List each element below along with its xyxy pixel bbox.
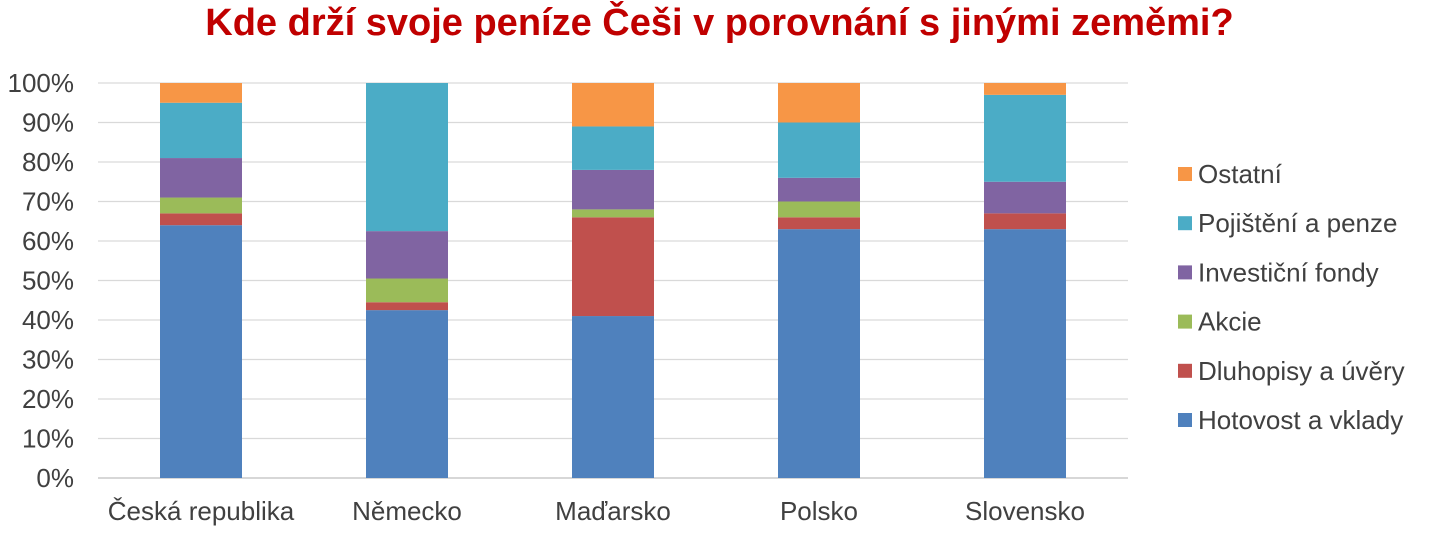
- y-tick-label: 50%: [22, 266, 74, 296]
- bar-segment: [366, 278, 448, 303]
- legend-label: Dluhopisy a úvěry: [1198, 356, 1405, 386]
- x-tick-label: Česká republika: [108, 496, 295, 526]
- legend-label: Hotovost a vklady: [1198, 405, 1403, 435]
- bar-segment: [160, 197, 242, 214]
- x-tick-label: Polsko: [780, 496, 858, 526]
- bar-segment: [984, 83, 1066, 95]
- bar-segment: [160, 225, 242, 478]
- y-tick-label: 20%: [22, 384, 74, 414]
- bar-segment: [778, 122, 860, 178]
- bar-segment: [160, 213, 242, 226]
- y-tick-label: 80%: [22, 147, 74, 177]
- bar-segment: [366, 310, 448, 478]
- bar-segment: [984, 213, 1066, 230]
- x-axis-ticks: Česká republika Německo Maďarsko Polsko Slov…: [108, 496, 1085, 526]
- legend-label: Akcie: [1198, 307, 1262, 337]
- legend-item: Ostatní: [1178, 159, 1283, 189]
- legend-item: Hotovost a vklady: [1178, 405, 1403, 435]
- bar-segment: [778, 177, 860, 202]
- y-tick-label: 70%: [22, 187, 74, 217]
- legend-label: Investiční fondy: [1198, 257, 1379, 287]
- y-tick-label: 60%: [22, 226, 74, 256]
- y-tick-label: 0%: [36, 463, 74, 493]
- bar-segment: [984, 181, 1066, 214]
- y-tick-label: 40%: [22, 305, 74, 335]
- bars: [160, 83, 1066, 478]
- legend-label: Ostatní: [1198, 159, 1283, 189]
- bar-segment: [778, 229, 860, 478]
- x-tick-label: Maďarsko: [555, 496, 671, 526]
- legend-swatch: [1178, 314, 1192, 329]
- bar-segment: [366, 302, 448, 311]
- bar-segment: [572, 126, 654, 170]
- x-tick-label: Slovensko: [965, 496, 1085, 526]
- bar-segment: [160, 102, 242, 159]
- bar-segment: [572, 169, 654, 210]
- legend-item: Dluhopisy a úvěry: [1178, 356, 1405, 386]
- x-tick-label: Německo: [352, 496, 462, 526]
- bar-segment: [572, 217, 654, 317]
- legend-item: Akcie: [1178, 307, 1262, 337]
- bar-segment: [778, 83, 860, 123]
- bar-segment: [778, 217, 860, 230]
- legend-swatch: [1178, 363, 1192, 378]
- legend-swatch: [1178, 216, 1192, 231]
- y-tick-label: 10%: [22, 424, 74, 454]
- bar-segment: [572, 83, 654, 127]
- bar-segment: [778, 201, 860, 218]
- bar-segment: [572, 316, 654, 478]
- chart-title: Kde drží svoje peníze Češi v porovnání s…: [205, 2, 1234, 44]
- bar-segment: [984, 94, 1066, 182]
- bar-segment: [366, 231, 448, 279]
- y-tick-label: 100%: [8, 68, 75, 98]
- bar-segment: [160, 83, 242, 103]
- legend-swatch: [1178, 167, 1192, 181]
- bar-segment: [160, 158, 242, 198]
- y-tick-label: 90%: [22, 108, 74, 138]
- y-axis-ticks: 0% 10% 20% 30% 40% 50% 60% 70% 80% 90% 100%: [8, 68, 75, 493]
- legend-swatch: [1178, 265, 1192, 280]
- legend: Ostatní Pojištění a penze Investiční fondy…: [1178, 159, 1405, 435]
- legend-item: Investiční fondy: [1178, 257, 1379, 287]
- bar-segment: [572, 209, 654, 218]
- legend-item: Pojištění a penze: [1178, 208, 1397, 238]
- bar-segment: [984, 229, 1066, 478]
- bar-segment: [366, 83, 448, 232]
- legend-swatch: [1178, 413, 1192, 427]
- y-tick-label: 30%: [22, 345, 74, 375]
- legend-label: Pojištění a penze: [1198, 208, 1397, 238]
